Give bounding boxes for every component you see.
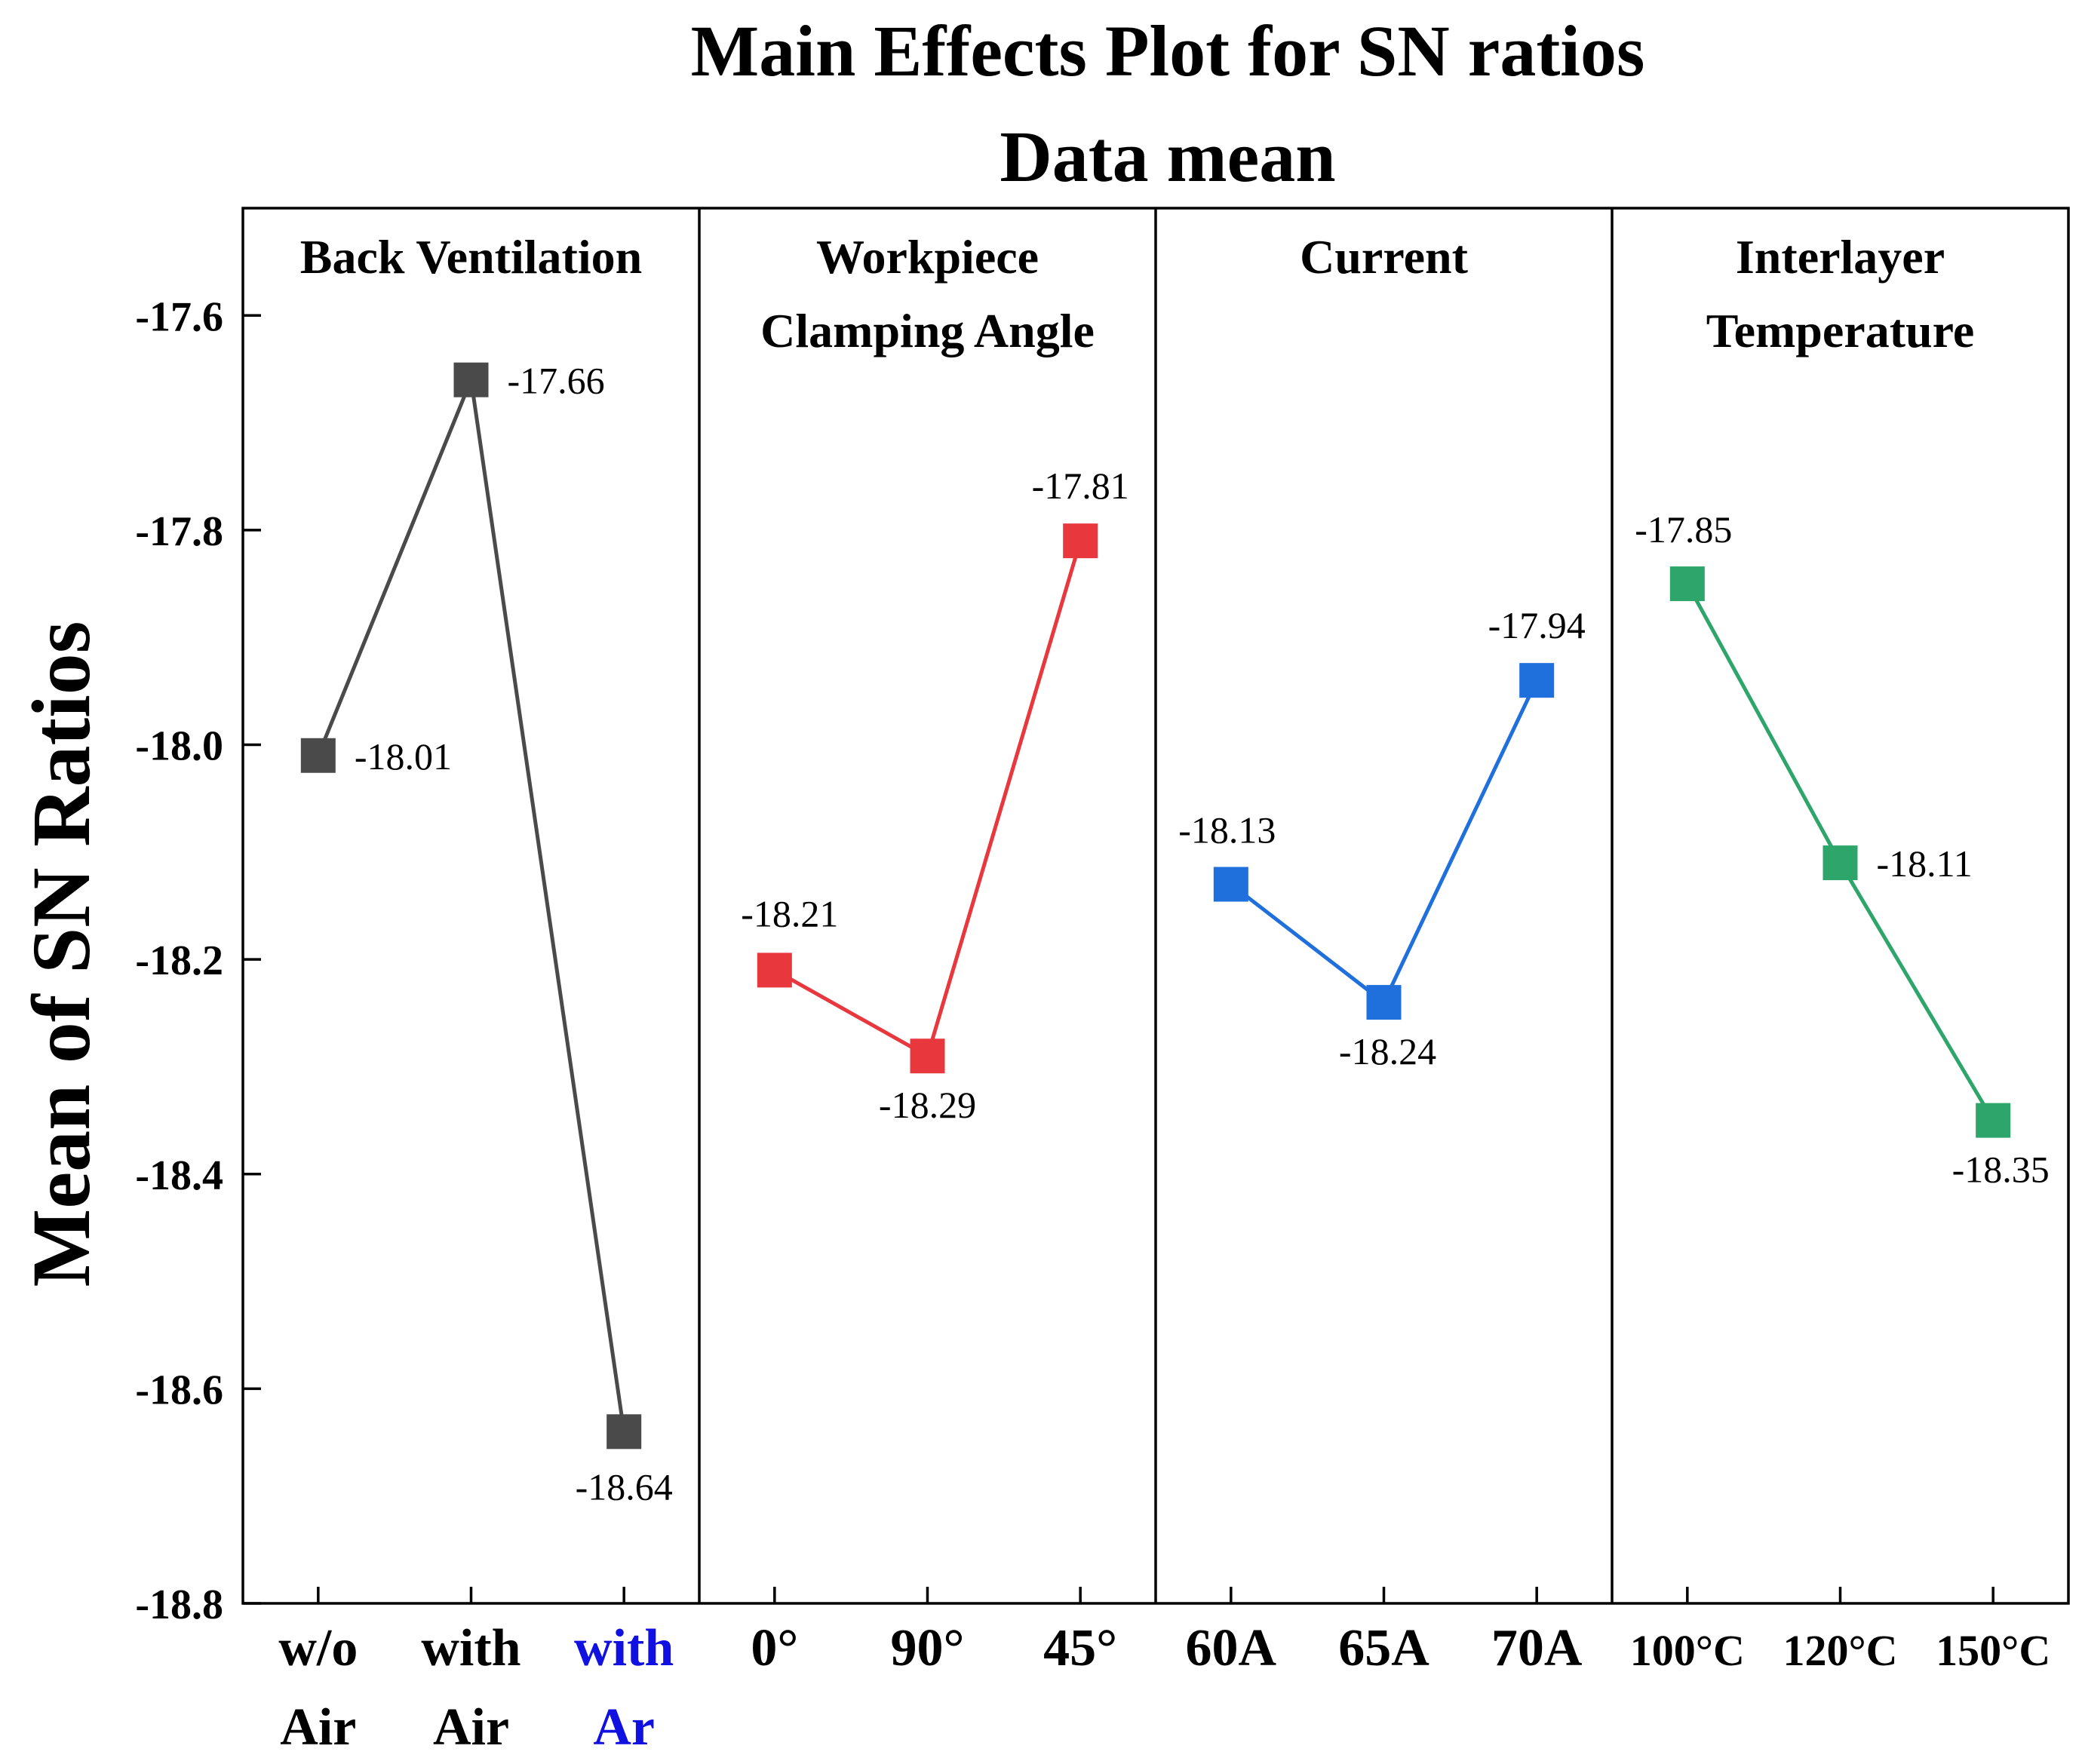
x-tick-label: 150°C — [1936, 1626, 2050, 1675]
data-label: -17.81 — [1032, 465, 1129, 507]
data-label: -17.94 — [1488, 604, 1586, 646]
panel-title: Back Ventilation — [300, 230, 642, 284]
data-point — [757, 953, 792, 988]
y-tick-label: -18.0 — [135, 723, 223, 770]
panel-title: Temperature — [1706, 304, 1975, 357]
data-point — [1366, 985, 1402, 1020]
series-line — [316, 373, 626, 1432]
data-label: -17.66 — [508, 360, 605, 402]
y-tick-label: -18.8 — [135, 1581, 223, 1628]
data-label: -18.64 — [576, 1465, 673, 1508]
y-tick-label: -17.8 — [135, 508, 223, 555]
data-point — [1519, 663, 1555, 698]
data-label: -18.13 — [1178, 809, 1276, 851]
x-tick-label: 90° — [891, 1619, 965, 1677]
data-point — [1669, 566, 1705, 602]
chart-subtitle: Data mean — [1000, 116, 1335, 197]
data-point — [453, 362, 489, 397]
chart-title: Main Effects Plot for SN ratios — [691, 11, 1645, 91]
data-point — [300, 738, 336, 773]
data-label: -17.85 — [1635, 508, 1732, 551]
x-tick-label: 45° — [1043, 1619, 1117, 1677]
x-tick-label: 60A — [1186, 1619, 1277, 1677]
data-point — [1213, 867, 1248, 902]
x-tick-label: with — [421, 1619, 520, 1677]
x-tick-label: 65A — [1338, 1619, 1429, 1677]
y-tick-label: -18.6 — [135, 1367, 223, 1413]
x-tick-label: Air — [433, 1698, 509, 1756]
panel-title: Clamping Angle — [760, 304, 1095, 357]
y-tick-label: -18.4 — [135, 1152, 223, 1199]
data-point — [1063, 523, 1098, 559]
x-tick-label: with — [574, 1619, 674, 1677]
panel-title: Interlayer — [1736, 230, 1945, 284]
data-label: -18.01 — [355, 735, 452, 778]
series-line — [773, 540, 1082, 1059]
x-tick-label: w/o — [278, 1619, 358, 1677]
panel-title: Current — [1300, 230, 1468, 284]
data-label: -18.29 — [879, 1084, 976, 1126]
data-label: -18.24 — [1339, 1030, 1436, 1072]
data-point — [910, 1038, 945, 1074]
panel-title: Workpiece — [816, 230, 1039, 284]
x-tick-label: 70A — [1491, 1619, 1583, 1677]
data-label: -18.21 — [741, 892, 838, 934]
x-tick-label: Air — [280, 1698, 356, 1756]
data-point — [1823, 845, 1858, 881]
data-point — [1976, 1103, 2011, 1138]
series-line — [1230, 680, 1539, 1005]
y-tick-label: -17.6 — [135, 293, 223, 340]
y-axis-label: Mean of SN Ratios — [15, 621, 107, 1287]
data-label: -18.11 — [1877, 842, 1973, 885]
x-tick-label: 120°C — [1783, 1626, 1897, 1675]
data-label: -18.35 — [1952, 1149, 2050, 1191]
x-tick-label: 100°C — [1630, 1626, 1745, 1675]
data-point — [606, 1414, 642, 1450]
x-tick-label: 0° — [751, 1619, 798, 1677]
y-tick-label: -18.2 — [135, 937, 223, 984]
x-tick-label: Ar — [593, 1698, 655, 1756]
plot-area: -17.6 -17.8 -18.0 -18.2 -18.4 -18.6 -18.8 Back … — [135, 207, 2070, 1756]
